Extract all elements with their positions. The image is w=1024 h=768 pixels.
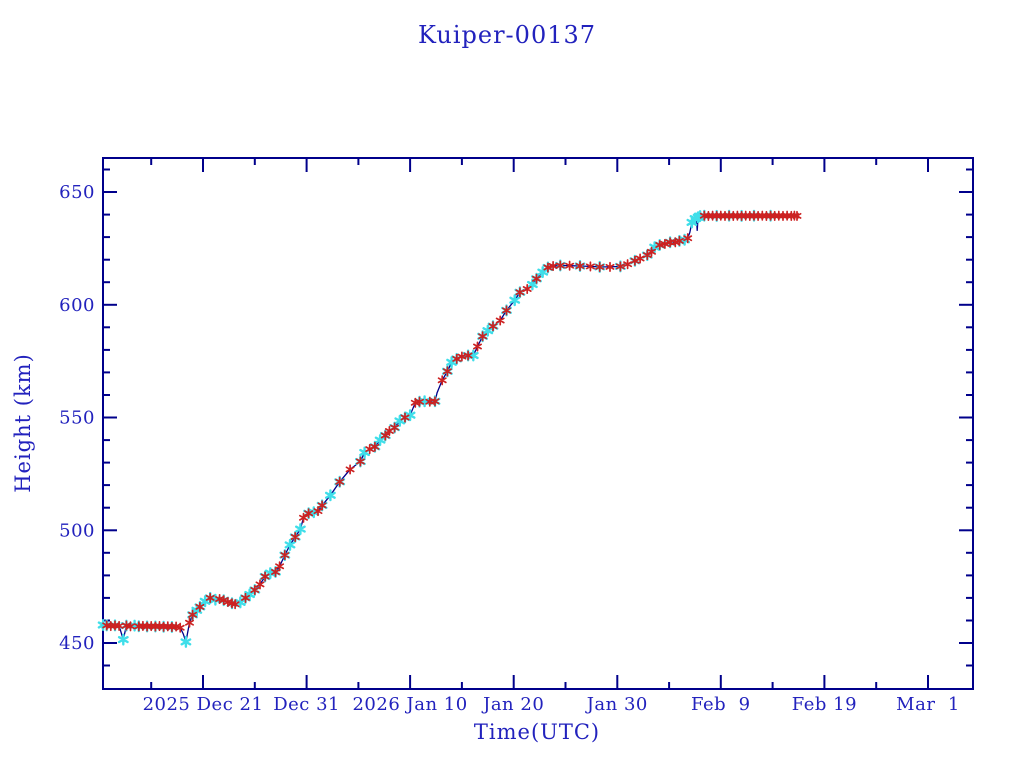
x-tick-label: Mar 1 (896, 694, 960, 715)
data-series (97, 209, 802, 648)
x-tick-label: Feb 19 (792, 694, 857, 715)
y-tick-label: 600 (59, 295, 95, 316)
y-tick-label: 500 (59, 520, 95, 541)
x-tick-label: 2025 Dec 21 (143, 694, 264, 715)
x-tick-label: 2026 Jan 10 (352, 694, 467, 715)
y-tick-label: 450 (59, 633, 95, 654)
y-axis-title: Height (km) (11, 353, 35, 493)
x-tick-label: Jan 20 (481, 694, 544, 715)
x-axis-title: Time(UTC) (474, 720, 600, 744)
x-tick-label: Dec 31 (273, 694, 340, 715)
cyan-asterisk-markers (97, 209, 776, 648)
axes (102, 157, 974, 690)
tick-labels: 2025 Dec 21 Dec 31 2026 Jan 10 Jan 20 Jan 30… (59, 182, 960, 715)
chart-title: Kuiper-00137 (418, 21, 596, 49)
y-tick-label: 550 (59, 408, 95, 429)
height-line (103, 215, 798, 643)
x-tick-label: Jan 30 (585, 694, 648, 715)
plot-border (102, 157, 974, 690)
red-asterisk-markers (102, 210, 802, 633)
x-tick-label: Feb 9 (691, 694, 751, 715)
y-tick-label: 650 (59, 182, 95, 203)
